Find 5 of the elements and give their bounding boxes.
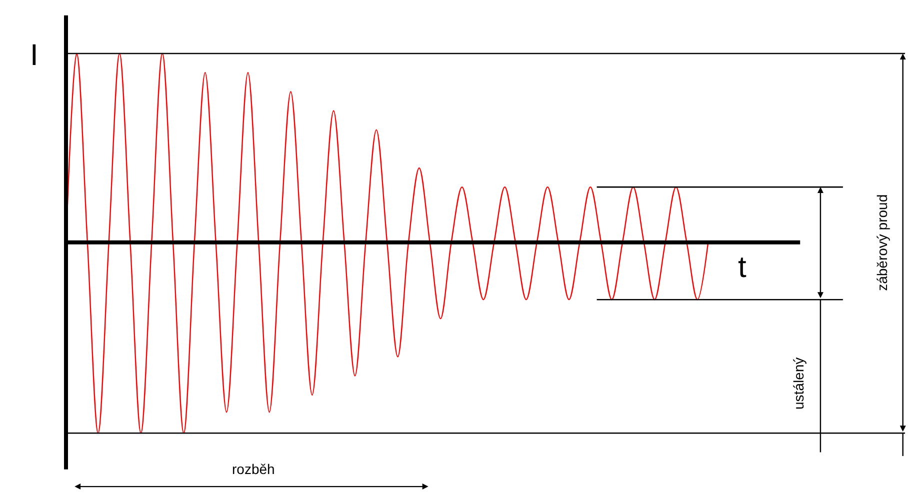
y-axis-title: I — [30, 39, 38, 72]
text: ustálený — [790, 357, 806, 410]
x-axis-title: t — [738, 251, 747, 284]
text: záběrový proud — [874, 194, 890, 291]
text: rozběh — [232, 461, 275, 477]
